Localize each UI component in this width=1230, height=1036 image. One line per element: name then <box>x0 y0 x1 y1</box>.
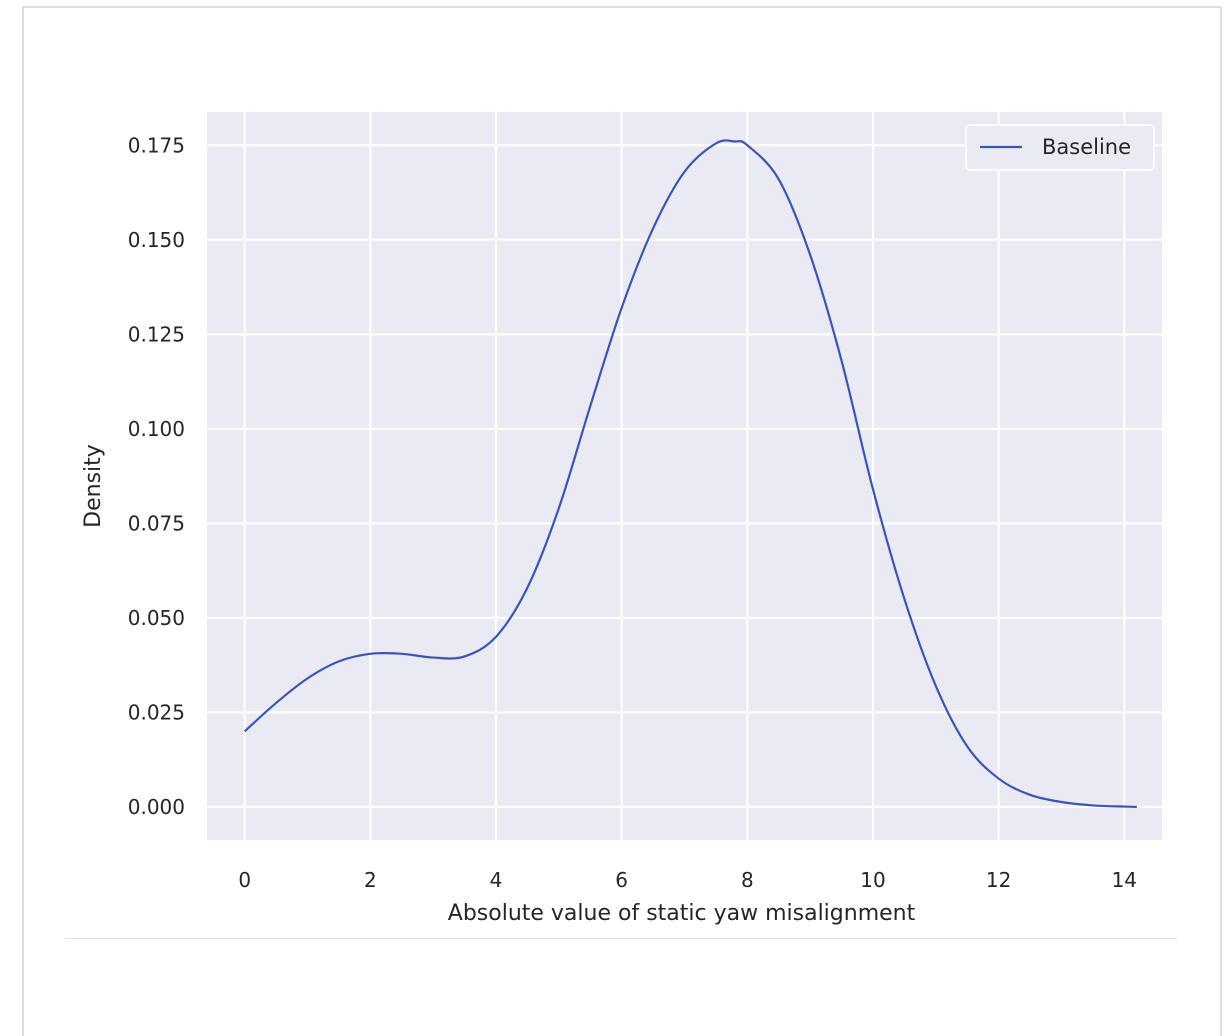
x-tick-label: 6 <box>615 868 628 892</box>
x-tick-label: 12 <box>986 868 1011 892</box>
caption-divider <box>65 938 1177 939</box>
y-tick-label: 0.050 <box>128 606 185 630</box>
legend: Baseline <box>965 124 1155 171</box>
series-line-baseline <box>243 139 1137 809</box>
x-tick-label: 2 <box>364 868 377 892</box>
y-tick-labels: 0.000 0.025 0.050 0.075 0.100 0.125 0.150 0.175 <box>128 133 185 819</box>
y-tick-label: 0.000 <box>128 795 185 819</box>
x-tick-labels: 0 2 4 6 8 10 12 14 <box>238 868 1137 892</box>
grid-lines <box>207 112 1162 840</box>
y-tick-label: 0.100 <box>128 417 185 441</box>
y-tick-label: 0.175 <box>128 133 185 157</box>
legend-label-baseline: Baseline <box>1042 135 1131 159</box>
legend-box <box>965 124 1155 171</box>
x-axis-label: Absolute value of static yaw misalignmen… <box>448 901 916 926</box>
y-tick-label: 0.150 <box>128 228 185 252</box>
x-tick-label: 4 <box>490 868 503 892</box>
plot-area <box>207 112 1162 840</box>
y-tick-label: 0.125 <box>128 322 185 346</box>
x-tick-label: 14 <box>1112 868 1137 892</box>
series-layer <box>243 139 1137 809</box>
y-tick-label: 0.075 <box>128 511 185 535</box>
y-axis-label: Density <box>81 444 106 528</box>
x-tick-label: 0 <box>238 868 251 892</box>
y-tick-label: 0.025 <box>128 700 185 724</box>
x-tick-label: 10 <box>860 868 885 892</box>
x-tick-label: 8 <box>741 868 754 892</box>
